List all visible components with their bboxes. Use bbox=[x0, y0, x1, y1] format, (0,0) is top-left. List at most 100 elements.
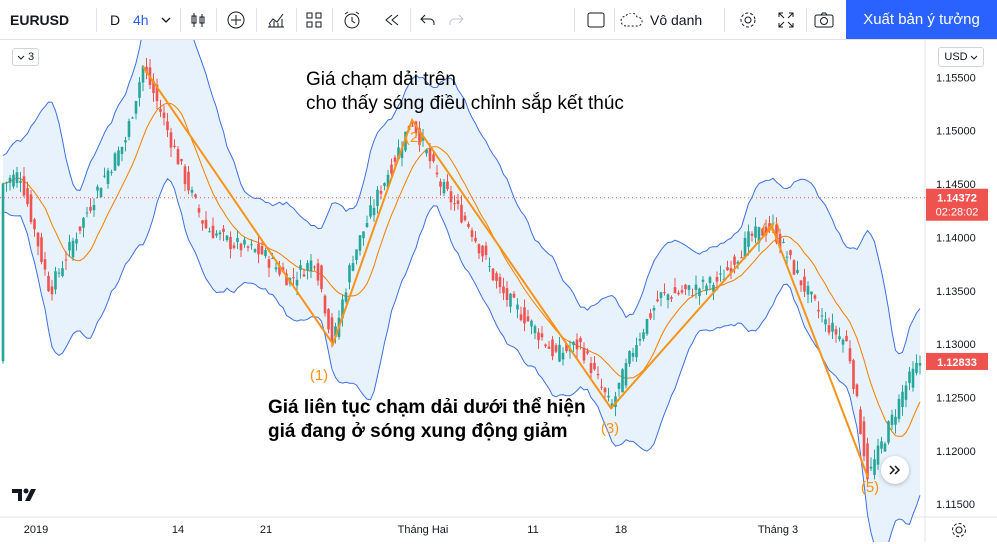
candle-body bbox=[253, 249, 257, 252]
toolbar-divider bbox=[410, 8, 411, 32]
candle-body bbox=[208, 231, 211, 233]
candle-body bbox=[705, 285, 708, 291]
candle-body bbox=[365, 223, 369, 228]
scale-value: 3 bbox=[28, 51, 35, 63]
candle-body bbox=[631, 353, 635, 357]
candle-body bbox=[435, 172, 439, 175]
candle-body bbox=[463, 215, 467, 221]
candle-body bbox=[236, 238, 239, 243]
candle-body bbox=[267, 259, 271, 268]
candle-body bbox=[533, 326, 537, 334]
candle-body bbox=[218, 232, 222, 235]
price-tick-label: 1.11500 bbox=[936, 499, 975, 511]
candle-body bbox=[299, 265, 302, 270]
candle-body bbox=[355, 249, 358, 260]
candle-body bbox=[285, 273, 288, 286]
candle-body bbox=[642, 332, 645, 339]
alert-icon[interactable] bbox=[338, 0, 366, 39]
interval-d-button[interactable]: D bbox=[110, 11, 121, 28]
scroll-to-realtime-button[interactable] bbox=[881, 456, 909, 484]
candle-body bbox=[698, 288, 701, 297]
candle-body bbox=[575, 339, 579, 350]
annotation-text: giá đang ở sóng xung động giảm bbox=[268, 421, 568, 442]
candle-body bbox=[638, 338, 642, 341]
candle-body bbox=[785, 256, 789, 258]
interval-4h-button[interactable]: 4h bbox=[133, 11, 149, 28]
candle-body bbox=[187, 171, 190, 191]
publish-idea-button[interactable]: Xuất bản ý tưởng bbox=[846, 0, 997, 39]
candle-body bbox=[40, 237, 43, 262]
symbol-search[interactable]: EURUSD bbox=[10, 11, 70, 28]
candle-body bbox=[68, 241, 71, 251]
settings-icon[interactable] bbox=[734, 0, 762, 39]
candle-body bbox=[729, 268, 733, 273]
layout-square-icon[interactable] bbox=[582, 0, 610, 39]
candle-body bbox=[1, 183, 5, 362]
candle-body bbox=[834, 329, 838, 335]
currency-selector[interactable]: USD bbox=[938, 47, 984, 67]
candle-body bbox=[383, 183, 386, 186]
candle-body bbox=[411, 125, 414, 127]
bollinger-lower-band bbox=[2, 178, 921, 542]
candle-body bbox=[719, 273, 722, 275]
redo-icon[interactable] bbox=[442, 0, 470, 39]
candle-body bbox=[274, 267, 278, 270]
price-chart[interactable]: 1.15500 1.15000 1.14500 1.14000 1.13500 1.130… bbox=[0, 40, 997, 542]
layout-name: Vô danh bbox=[650, 11, 703, 28]
wave-label: (5) bbox=[861, 479, 879, 496]
candle-body bbox=[327, 309, 330, 330]
settings-icon[interactable] bbox=[950, 521, 968, 539]
candle-body bbox=[911, 368, 915, 388]
candle-body bbox=[439, 181, 442, 187]
candle-body bbox=[736, 261, 740, 265]
candle-body bbox=[456, 200, 460, 204]
candle-body bbox=[442, 182, 446, 194]
layout-name-button[interactable]: Vô danh bbox=[620, 0, 702, 39]
candle-body bbox=[19, 180, 22, 183]
price-tick-label: 1.12500 bbox=[936, 392, 976, 404]
scale-badge[interactable]: 3 bbox=[12, 48, 40, 66]
camera-icon[interactable] bbox=[810, 0, 838, 39]
candle-body bbox=[890, 414, 894, 426]
candle-body bbox=[684, 284, 687, 290]
wave-label: (2) bbox=[405, 129, 423, 146]
candle-body bbox=[764, 226, 768, 236]
candle-body bbox=[295, 279, 299, 286]
candle-body bbox=[222, 228, 225, 232]
candle-body bbox=[341, 299, 344, 319]
candle-body bbox=[197, 208, 201, 213]
candle-body bbox=[313, 266, 316, 268]
wave-label: (4) bbox=[762, 220, 780, 237]
candle-body bbox=[768, 223, 771, 231]
candle-body bbox=[15, 172, 19, 184]
templates-icon[interactable] bbox=[300, 0, 328, 39]
candle-body bbox=[152, 80, 155, 94]
price-tick-label: 1.13000 bbox=[936, 339, 976, 351]
replay-icon[interactable] bbox=[378, 0, 406, 39]
candle-body bbox=[558, 344, 561, 362]
candle-body bbox=[838, 336, 841, 340]
time-tick-label: 11 bbox=[527, 524, 538, 536]
candle-body bbox=[673, 287, 677, 294]
candle-body bbox=[624, 363, 628, 386]
candle-body bbox=[733, 256, 736, 265]
undo-icon[interactable] bbox=[414, 0, 442, 39]
toolbar-divider bbox=[574, 8, 575, 32]
wave-label: (1) bbox=[310, 367, 328, 384]
candle-body bbox=[103, 175, 106, 177]
candle-body bbox=[82, 217, 85, 228]
candle-body bbox=[467, 223, 470, 227]
candle-body bbox=[782, 242, 785, 244]
candles-icon[interactable] bbox=[184, 0, 212, 39]
candle-body bbox=[491, 268, 495, 281]
candle-body bbox=[33, 219, 36, 230]
tradingview-logo-icon[interactable] bbox=[10, 483, 42, 507]
fullscreen-icon[interactable] bbox=[772, 0, 800, 39]
add-indicator-icon[interactable] bbox=[222, 0, 250, 39]
candle-body bbox=[306, 262, 309, 271]
indicators-icon[interactable] bbox=[262, 0, 290, 39]
candle-body bbox=[316, 263, 320, 281]
candle-body bbox=[523, 307, 526, 324]
candle-body bbox=[565, 344, 568, 352]
chevron-down-icon[interactable] bbox=[160, 0, 172, 39]
